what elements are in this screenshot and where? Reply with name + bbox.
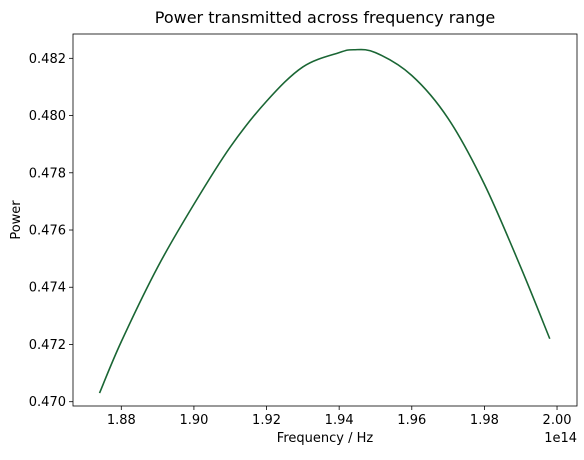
y-tick-label: 0.472 bbox=[29, 338, 66, 353]
y-tick-label: 0.478 bbox=[29, 166, 66, 181]
x-tick-label: 1.90 bbox=[179, 413, 208, 428]
x-tick-label: 1.94 bbox=[325, 413, 354, 428]
x-tick-label: 2.00 bbox=[543, 413, 572, 428]
x-tick-label: 1.92 bbox=[252, 413, 281, 428]
y-tick-label: 0.476 bbox=[29, 224, 66, 239]
y-tick-label: 0.482 bbox=[29, 52, 66, 67]
x-axis-offset-label: 1e14 bbox=[544, 431, 577, 446]
x-axis-label: Frequency / Hz bbox=[277, 431, 374, 446]
y-tick-label: 0.474 bbox=[29, 281, 66, 296]
y-axis-label: Power bbox=[9, 200, 24, 240]
chart-title: Power transmitted across frequency range bbox=[155, 8, 496, 27]
y-tick-label: 0.470 bbox=[29, 395, 66, 410]
x-tick-label: 1.96 bbox=[397, 413, 426, 428]
x-tick-label: 1.88 bbox=[107, 413, 136, 428]
y-tick-label: 0.480 bbox=[29, 109, 66, 124]
power-series-line bbox=[98, 48, 551, 394]
plot-frame bbox=[72, 33, 578, 407]
x-tick-label: 1.98 bbox=[470, 413, 499, 428]
